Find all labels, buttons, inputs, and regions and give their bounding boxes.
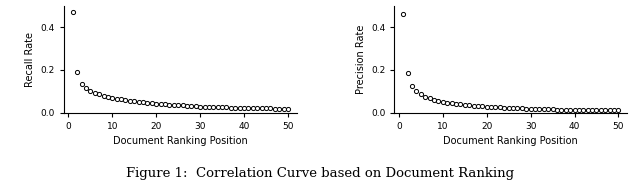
Y-axis label: Recall Rate: Recall Rate: [25, 32, 35, 87]
Y-axis label: Precision Rate: Precision Rate: [355, 24, 365, 94]
X-axis label: Document Ranking Position: Document Ranking Position: [113, 136, 248, 146]
Text: Figure 1:  Correlation Curve based on Document Ranking: Figure 1: Correlation Curve based on Doc…: [126, 167, 514, 180]
X-axis label: Document Ranking Position: Document Ranking Position: [444, 136, 578, 146]
